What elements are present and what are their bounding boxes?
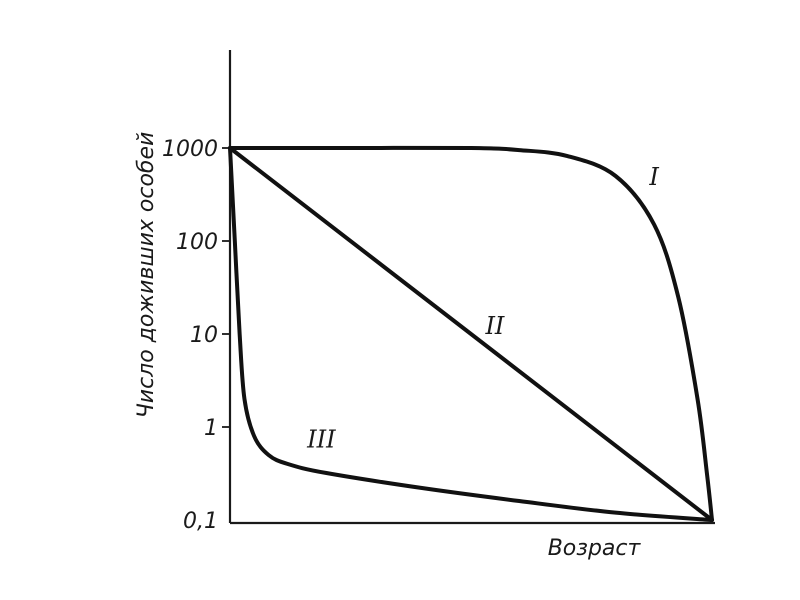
survivorship-curves	[228, 145, 714, 522]
y-tick-label-4: 0,1	[183, 509, 218, 534]
y-tick-label-1: 100	[176, 230, 218, 255]
y-tick-labels: 1000 100 10 1 0,1	[162, 137, 218, 534]
y-tick-label-0: 1000	[162, 137, 218, 162]
x-axis-title: Возраст	[548, 536, 642, 561]
curve-label-I: I	[648, 163, 659, 191]
y-tick-label-2: 10	[190, 323, 218, 348]
curve-label-III: III	[306, 426, 336, 454]
y-ticks	[222, 147, 230, 428]
curve-I	[228, 145, 714, 522]
y-tick-label-3: 1	[204, 416, 218, 441]
y-axis-title: Число доживших особей	[134, 132, 159, 419]
curve-III	[228, 146, 714, 522]
curve-label-II: II	[484, 312, 504, 340]
curve-II	[228, 146, 714, 522]
